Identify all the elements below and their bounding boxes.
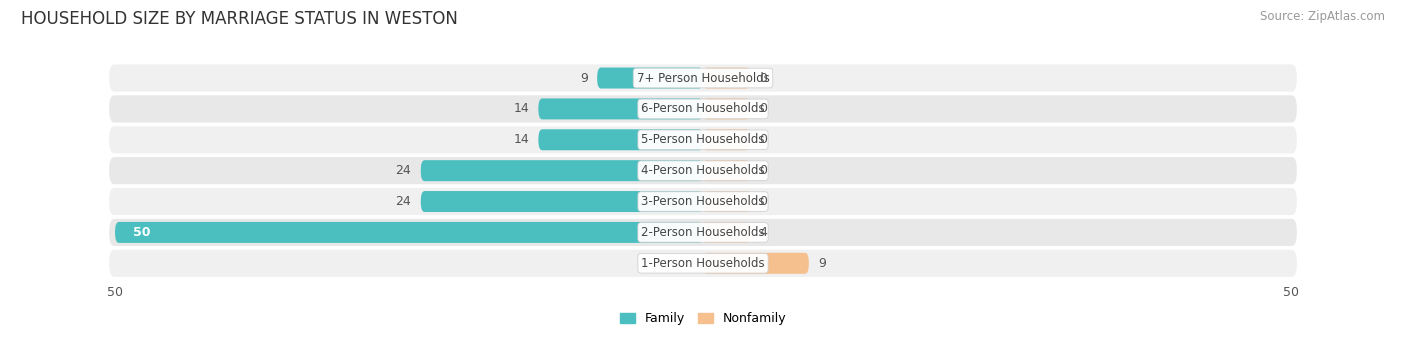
FancyBboxPatch shape bbox=[538, 129, 703, 150]
Text: 24: 24 bbox=[395, 164, 412, 177]
FancyBboxPatch shape bbox=[110, 126, 1296, 153]
FancyBboxPatch shape bbox=[420, 160, 703, 181]
Text: 0: 0 bbox=[759, 195, 768, 208]
Text: 0: 0 bbox=[759, 164, 768, 177]
Text: 3-Person Households: 3-Person Households bbox=[641, 195, 765, 208]
Text: 9: 9 bbox=[818, 257, 827, 270]
Text: 0: 0 bbox=[759, 72, 768, 85]
FancyBboxPatch shape bbox=[110, 219, 1296, 246]
Text: HOUSEHOLD SIZE BY MARRIAGE STATUS IN WESTON: HOUSEHOLD SIZE BY MARRIAGE STATUS IN WES… bbox=[21, 10, 458, 28]
Text: 6-Person Households: 6-Person Households bbox=[641, 102, 765, 115]
FancyBboxPatch shape bbox=[110, 64, 1296, 92]
Text: 2-Person Households: 2-Person Households bbox=[641, 226, 765, 239]
Text: 5-Person Households: 5-Person Households bbox=[641, 133, 765, 146]
Text: 7+ Person Households: 7+ Person Households bbox=[637, 72, 769, 85]
FancyBboxPatch shape bbox=[110, 250, 1296, 277]
FancyBboxPatch shape bbox=[703, 222, 749, 243]
Text: 0: 0 bbox=[759, 102, 768, 115]
FancyBboxPatch shape bbox=[110, 95, 1296, 122]
Text: 24: 24 bbox=[395, 195, 412, 208]
Text: 0: 0 bbox=[759, 133, 768, 146]
FancyBboxPatch shape bbox=[703, 253, 808, 274]
FancyBboxPatch shape bbox=[703, 99, 749, 119]
FancyBboxPatch shape bbox=[110, 157, 1296, 184]
Text: 14: 14 bbox=[513, 133, 529, 146]
FancyBboxPatch shape bbox=[703, 191, 749, 212]
Text: 9: 9 bbox=[579, 72, 588, 85]
FancyBboxPatch shape bbox=[538, 99, 703, 119]
FancyBboxPatch shape bbox=[703, 129, 749, 150]
Text: 50: 50 bbox=[132, 226, 150, 239]
FancyBboxPatch shape bbox=[110, 188, 1296, 215]
FancyBboxPatch shape bbox=[703, 160, 749, 181]
FancyBboxPatch shape bbox=[598, 68, 703, 89]
FancyBboxPatch shape bbox=[703, 68, 749, 89]
FancyBboxPatch shape bbox=[115, 222, 703, 243]
FancyBboxPatch shape bbox=[420, 191, 703, 212]
Text: 1-Person Households: 1-Person Households bbox=[641, 257, 765, 270]
Legend: Family, Nonfamily: Family, Nonfamily bbox=[614, 308, 792, 330]
Text: 50: 50 bbox=[1282, 285, 1299, 298]
Text: 50: 50 bbox=[107, 285, 124, 298]
Text: Source: ZipAtlas.com: Source: ZipAtlas.com bbox=[1260, 10, 1385, 23]
Text: 4-Person Households: 4-Person Households bbox=[641, 164, 765, 177]
Text: 4: 4 bbox=[759, 226, 768, 239]
Text: 14: 14 bbox=[513, 102, 529, 115]
